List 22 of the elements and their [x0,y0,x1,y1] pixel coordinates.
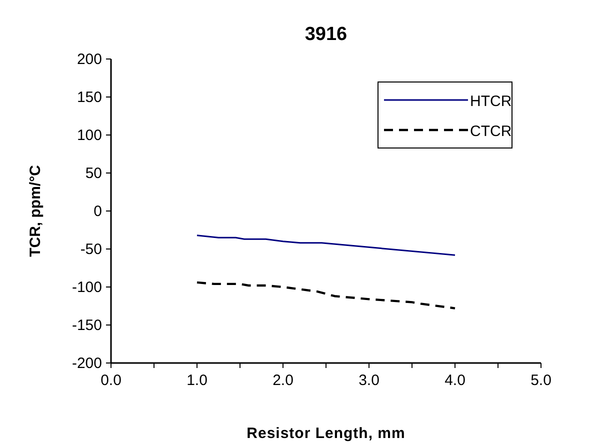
line-series [196,234,456,256]
x-tick-label: 0.0 [100,372,122,389]
x-tick-label: 5.0 [530,372,552,389]
y-tick-label: 150 [76,89,102,106]
y-axis-title: TCR, ppm/°C [27,164,44,257]
y-tick-label: 200 [76,51,102,68]
x-tick-label: 1.0 [186,372,208,389]
y-tick-label: 0 [94,203,102,220]
y-tick-label: -50 [80,241,102,258]
x-tick-label: 4.0 [444,372,466,389]
text: HTCR [470,93,512,110]
text: CTCR [470,123,512,140]
y-tick-label: -200 [72,355,102,372]
line-series [196,281,456,310]
y-tick-label: -100 [72,279,102,296]
x-tick-label: 3.0 [358,372,380,389]
y-tick-label: -150 [72,317,102,334]
y-tick-label: 50 [85,165,102,182]
x-tick-label: 2.0 [272,372,294,389]
x-axis-title: Resistor Length, mm [246,425,406,442]
chart-title: 3916 [304,24,348,45]
y-tick-label: 100 [76,127,102,144]
